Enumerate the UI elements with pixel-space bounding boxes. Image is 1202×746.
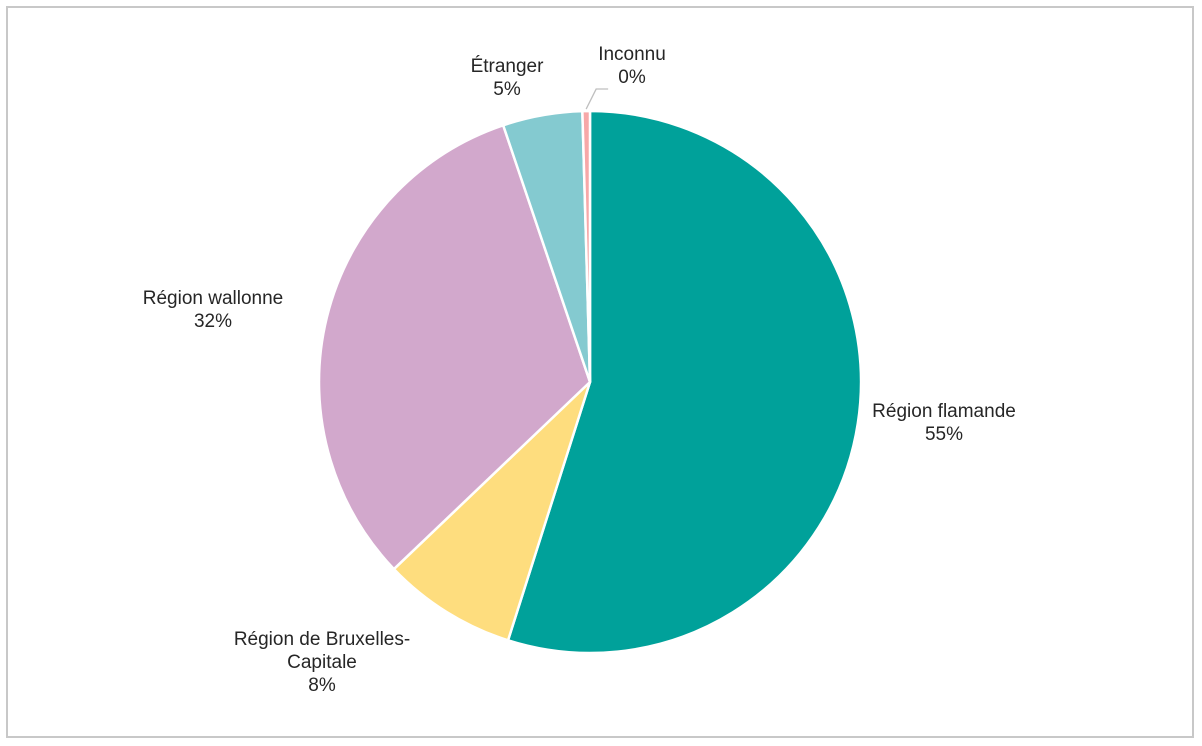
leader-line-inconnu <box>585 88 609 110</box>
pie-slice-region-wallonne <box>317 123 592 571</box>
slice-label-etranger: Étranger 5% <box>471 56 545 100</box>
slice-label-region-de-bruxelles-capitale: Région de Bruxelles-Capitale 8% <box>234 629 410 696</box>
slice-label-region-wallonne: Région wallonne 32% <box>143 288 284 332</box>
slice-value-region-wallonne: 32% <box>194 311 232 332</box>
slice-value-etranger: 5% <box>493 79 521 100</box>
slice-label-region-flamande: Région flamande 55% <box>872 401 1016 445</box>
pie-slice-region-de-bruxelles-capitale <box>392 381 592 642</box>
slice-value-region-flamande: 55% <box>925 424 963 445</box>
pie-slices <box>317 109 863 655</box>
pie-slice-region-flamande <box>506 109 863 655</box>
slice-label-inconnu: Inconnu 0% <box>598 44 666 88</box>
leader-lines <box>585 88 609 110</box>
slice-labels: Région flamande 55% Région de Bruxelles-Ca… <box>143 44 1016 696</box>
slice-value-inconnu: 0% <box>618 67 646 88</box>
slice-value-region-de-bruxelles-capitale: 8% <box>308 675 336 696</box>
pie-slice-inconnu <box>581 109 592 383</box>
